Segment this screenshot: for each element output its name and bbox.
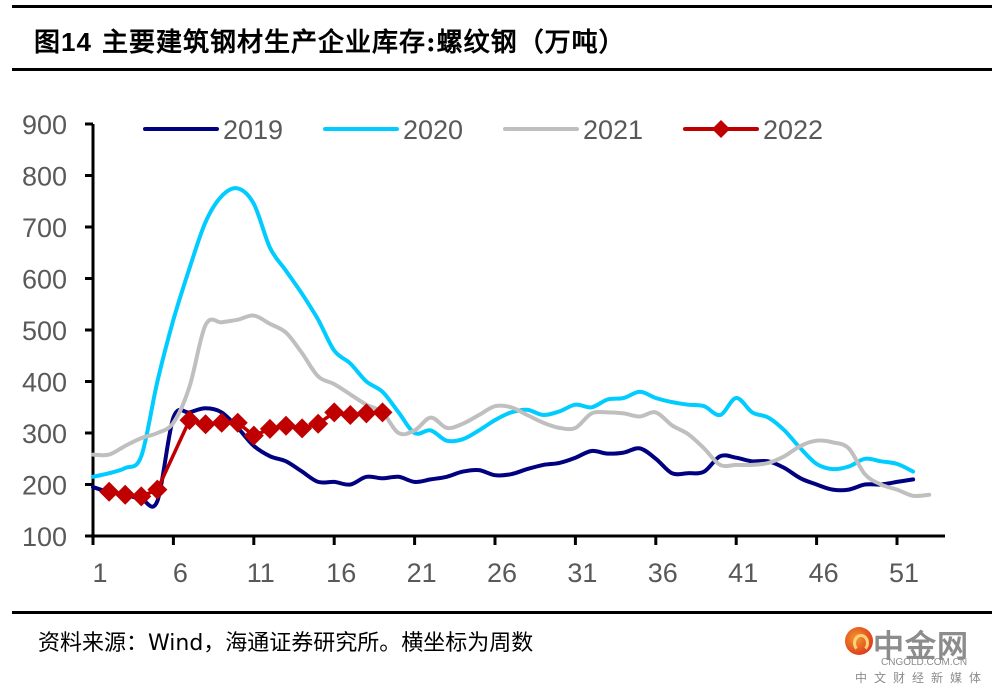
data-point-2022 <box>211 412 232 433</box>
y-tick-label: 100 <box>22 522 67 552</box>
title-number: 14 <box>61 27 92 57</box>
title-prefix: 图 <box>34 28 62 58</box>
series-line-2019 <box>91 406 916 509</box>
watermark-logo: 中金网 CNGOLD.COM.CN 中文财经新媒体 <box>845 625 995 687</box>
data-point-2022 <box>259 418 280 439</box>
y-tick-label: 600 <box>22 265 67 295</box>
legend: 2019 2020 2021 2022 <box>143 115 823 145</box>
legend-label-2020: 2020 <box>403 115 463 145</box>
y-tick-label: 200 <box>22 471 67 501</box>
data-point-2022 <box>99 481 120 502</box>
source-note: 资料来源：Wind，海通证券研究所。横坐标为周数 <box>38 631 534 656</box>
title-rule <box>12 68 992 71</box>
x-tick-label: 1 <box>92 558 107 588</box>
legend-label-2022: 2022 <box>763 115 823 145</box>
data-point-2022 <box>131 486 152 507</box>
watermark-tagline: 中文财经新媒体 <box>855 671 989 685</box>
series-line-2021 <box>91 313 932 499</box>
top-rule <box>12 5 992 8</box>
footer-rule <box>12 611 992 614</box>
y-tick-label: 700 <box>22 213 67 243</box>
data-point-2022 <box>292 418 313 439</box>
series-layer <box>91 186 932 509</box>
y-tick-label: 800 <box>22 162 67 192</box>
data-point-2022 <box>324 402 345 423</box>
data-point-2022 <box>340 404 361 425</box>
data-point-2022 <box>147 479 168 500</box>
data-point-2022 <box>243 425 264 446</box>
x-tick-label: 6 <box>173 558 188 588</box>
legend-label-2019: 2019 <box>223 115 283 145</box>
x-tick-label: 46 <box>809 558 839 588</box>
y-tick-label: 400 <box>22 368 67 398</box>
y-tick-label: 900 <box>22 110 67 140</box>
cngold-logo-icon <box>845 627 873 655</box>
legend-label-2021: 2021 <box>583 115 643 145</box>
data-point-2022 <box>115 484 136 505</box>
x-tick-label: 26 <box>487 558 517 588</box>
data-point-2022 <box>179 410 200 431</box>
data-point-2022 <box>195 414 216 435</box>
title-text: 主要建筑钢材生产企业库存:螺纹钢（万吨） <box>91 28 626 58</box>
data-point-2022 <box>372 402 393 423</box>
chart-title: 图14 主要建筑钢材生产企业库存:螺纹钢（万吨） <box>34 22 626 59</box>
y-axis: 100 200 300 400 500 600 700 800 900 <box>22 110 95 552</box>
x-tick-label: 16 <box>326 558 356 588</box>
data-point-2022 <box>308 413 329 434</box>
legend-marker-2022 <box>712 120 730 138</box>
watermark-domain: CNGOLD.COM.CN <box>881 657 968 668</box>
x-tick-label: 11 <box>247 558 275 588</box>
watermark-name: 中金网 <box>873 629 969 665</box>
x-tick-label: 41 <box>728 558 758 588</box>
y-tick-label: 300 <box>22 419 67 449</box>
x-tick-label: 36 <box>648 558 678 588</box>
data-point-2022 <box>356 403 377 424</box>
x-axis: 1 6 11 16 21 26 31 36 41 46 51 <box>91 534 945 588</box>
data-point-2022 <box>276 415 296 436</box>
x-tick-label: 51 <box>889 558 919 588</box>
y-tick-label: 500 <box>22 316 67 346</box>
series-line-2020 <box>91 186 916 479</box>
x-tick-label: 31 <box>567 558 597 588</box>
data-point-2022 <box>227 412 248 433</box>
x-tick-label: 21 <box>407 558 437 588</box>
